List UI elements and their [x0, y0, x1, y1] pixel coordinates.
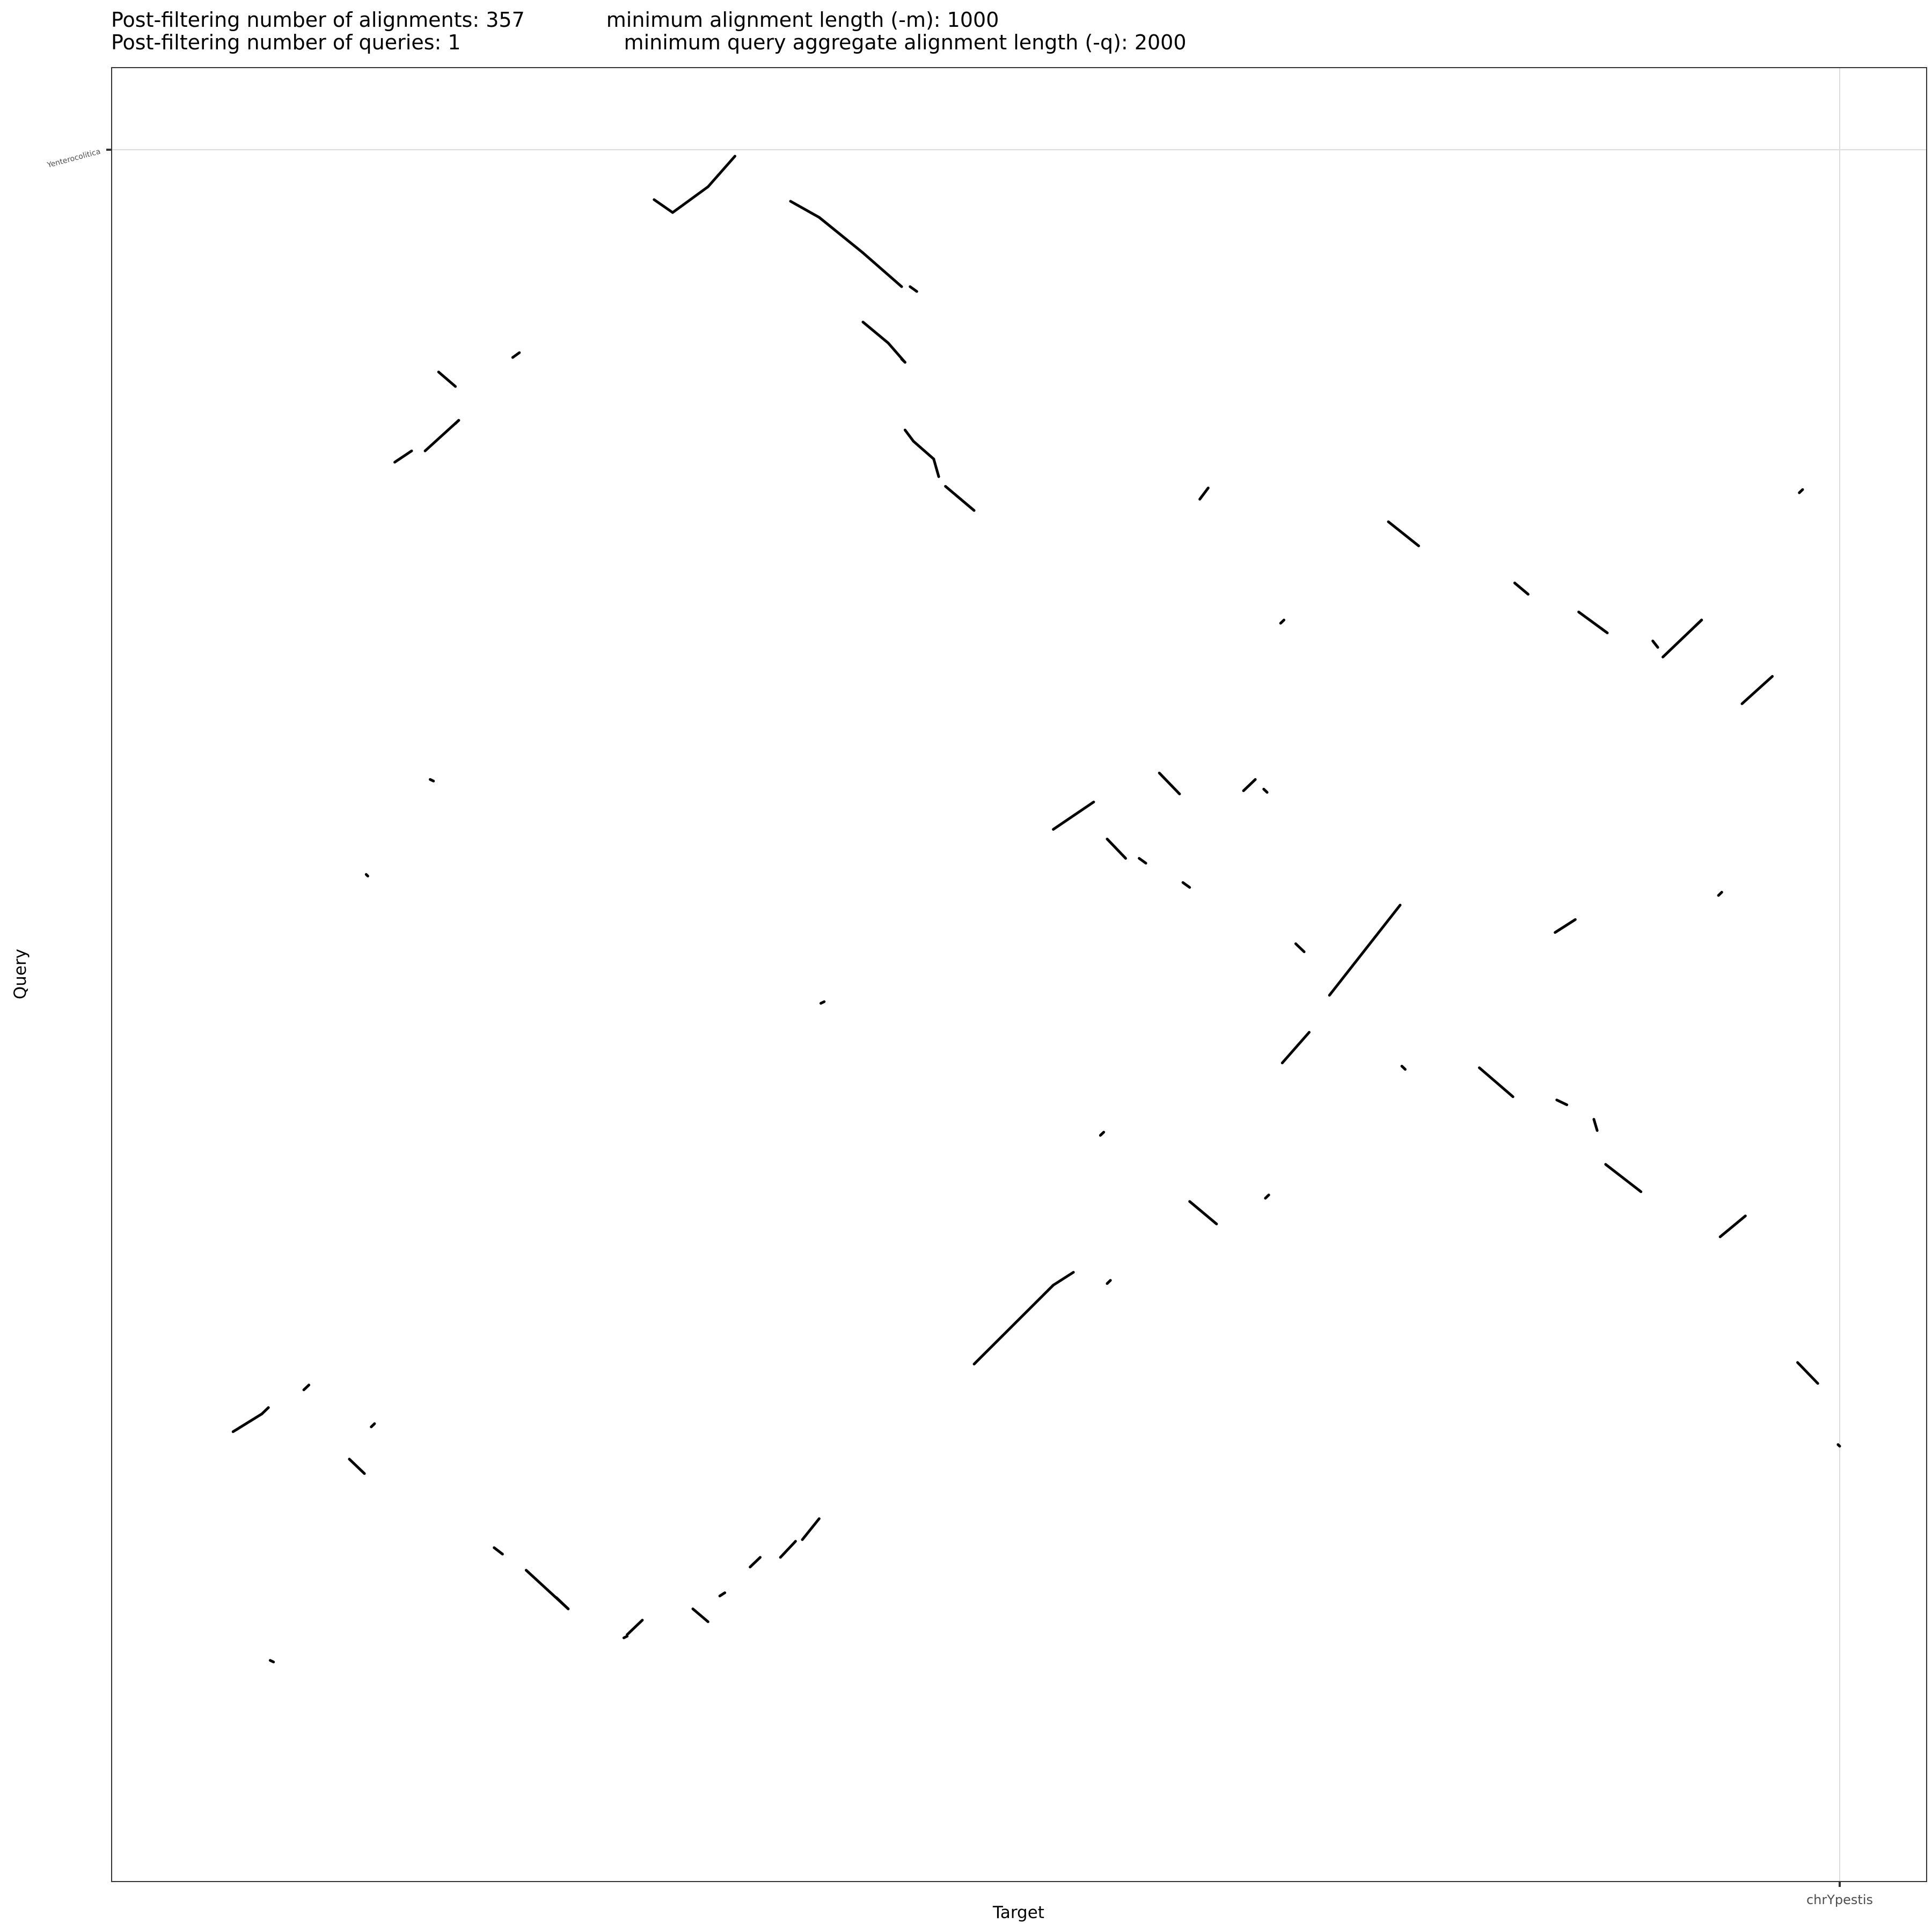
- alignment-segment: [789, 200, 821, 219]
- alignment-segment: [1181, 881, 1191, 889]
- alignment-segment: [1798, 488, 1804, 494]
- alignment-segment: [1106, 1279, 1112, 1285]
- alignment-segment: [718, 1591, 727, 1598]
- alignment-segment: [622, 1635, 629, 1640]
- alignment-segment: [555, 1596, 570, 1611]
- alignment-segment: [1052, 800, 1095, 831]
- alignment-segment: [511, 351, 521, 359]
- alignment-segment: [1264, 1194, 1270, 1200]
- alignment-segment: [1513, 581, 1529, 596]
- plot-background: [112, 68, 1927, 1882]
- alignment-segment: [1554, 918, 1577, 934]
- alignment-segment: [1604, 1163, 1643, 1194]
- alignment-segment: [779, 1540, 797, 1559]
- alignment-segment: [1280, 1031, 1311, 1065]
- alignment-segment: [912, 440, 935, 460]
- alignment-segment: [691, 1607, 709, 1623]
- alignment-segment: [393, 449, 413, 464]
- alignment-segment: [903, 428, 915, 443]
- alignment-segment: [909, 285, 918, 293]
- alignment-segment: [437, 370, 457, 388]
- alignment-segment: [1198, 486, 1210, 501]
- alignment-segment: [900, 357, 906, 364]
- x-tick-label: chrYpestis: [1806, 1892, 1873, 1907]
- alignment-segment: [302, 1384, 311, 1392]
- alignment-segment: [454, 419, 460, 425]
- alignment-segment: [1717, 891, 1723, 897]
- alignment-segment: [861, 320, 890, 345]
- axis-ticks: [106, 149, 1841, 1887]
- alignment-segment: [932, 457, 940, 478]
- alignment-segment: [1294, 942, 1306, 953]
- alignment-segment: [1279, 618, 1285, 625]
- alignment-segment: [1478, 1066, 1514, 1099]
- alignment-segment: [972, 1284, 1055, 1366]
- alignment-segment: [1052, 1271, 1075, 1287]
- alignment-segment: [370, 1422, 376, 1429]
- alignment-segment: [1651, 639, 1659, 649]
- alignment-segment: [1577, 610, 1609, 634]
- alignment-segment: [1693, 618, 1703, 628]
- alignment-segment: [749, 1556, 762, 1569]
- alignment-segment: [671, 185, 709, 214]
- alignment-segments: [231, 155, 1841, 1664]
- y-axis-label: Query: [11, 949, 30, 999]
- x-axis-label: Target: [992, 1903, 1044, 1922]
- alignment-segment: [706, 155, 736, 188]
- alignment-segment: [1188, 1200, 1218, 1226]
- alignment-segment: [1400, 1065, 1407, 1071]
- alignment-segment: [1592, 1118, 1599, 1132]
- y-tick-label: Yenterocolitica: [46, 147, 101, 170]
- alignment-segment: [1555, 1099, 1569, 1107]
- alignment-segment: [626, 1619, 644, 1636]
- alignment-segment: [1796, 1361, 1819, 1385]
- alignment-segment: [1099, 1131, 1106, 1137]
- alignment-segment: [861, 251, 903, 288]
- alignment-segment: [260, 1406, 270, 1416]
- alignment-segment: [1106, 837, 1127, 860]
- plot-frame: [111, 67, 1927, 1882]
- alignment-segment: [1387, 520, 1420, 547]
- alignment-segment: [231, 1413, 264, 1433]
- alignment-segment: [1740, 675, 1774, 705]
- alignment-segment: [801, 1517, 821, 1541]
- alignment-segment: [429, 778, 435, 782]
- chart-title: Post-filtering number of alignments: 357…: [111, 8, 999, 32]
- alignment-segment: [1718, 1214, 1747, 1239]
- alignment-segment: [1138, 857, 1147, 865]
- alignment-segment: [268, 1659, 275, 1664]
- alignment-segment: [817, 216, 865, 254]
- alignment-segment: [1158, 771, 1181, 795]
- alignment-segment: [1836, 1443, 1841, 1448]
- alignment-segment: [944, 485, 976, 512]
- alignment-segment: [348, 1458, 366, 1475]
- alignment-segment: [653, 198, 674, 214]
- alignment-segment: [1262, 787, 1269, 794]
- alignment-segment: [819, 1000, 826, 1005]
- chart-subtitle: Post-filtering number of queries: 1 mini…: [111, 31, 1187, 54]
- alignment-segment: [1328, 904, 1402, 997]
- alignment-segment: [1242, 778, 1257, 792]
- grid-lines: [112, 68, 1927, 1882]
- alignment-segment: [364, 873, 369, 877]
- alignment-segment: [493, 1546, 504, 1556]
- alignment-segment: [423, 419, 460, 452]
